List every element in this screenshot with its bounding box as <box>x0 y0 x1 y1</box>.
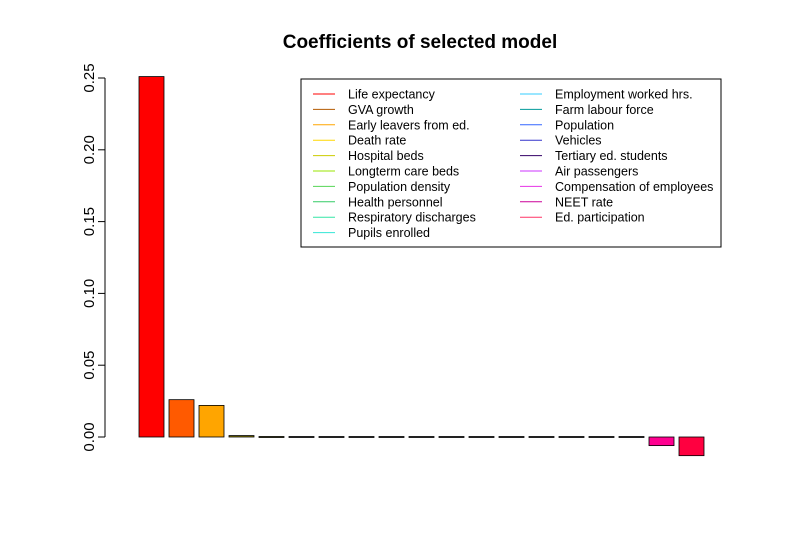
y-tick-label: 0.20 <box>81 135 98 164</box>
bar-air-passengers <box>588 436 615 438</box>
legend-entry: Population density <box>348 180 451 194</box>
bar-tertiary-ed-students <box>558 436 585 438</box>
legend-entry: Respiratory discharges <box>348 211 476 225</box>
bar-life-expectancy <box>138 76 165 438</box>
legend-entry: Tertiary ed. students <box>555 149 668 163</box>
legend-entry: Ed. participation <box>555 211 645 225</box>
bar-longterm-care-beds <box>288 436 315 438</box>
legend-entry: Longterm care beds <box>348 165 459 179</box>
bar-respiratory-discharges <box>378 436 405 438</box>
legend-entry: Death rate <box>348 134 406 148</box>
legend-box <box>300 78 722 248</box>
bar-employment-worked-hrs <box>438 436 465 438</box>
y-tick-label: 0.00 <box>81 422 98 451</box>
bar-death-rate <box>228 435 255 438</box>
legend-entry: GVA growth <box>348 103 414 117</box>
legend-entry: Pupils enrolled <box>348 226 430 240</box>
legend-entry: Air passengers <box>555 165 638 179</box>
bar-early-leavers-from-ed <box>198 405 225 438</box>
bar-compensation-of-employees <box>618 436 645 438</box>
y-tick-label: 0.25 <box>81 63 98 92</box>
chart-title: Coefficients of selected model <box>283 32 558 53</box>
y-tick-label: 0.15 <box>81 207 98 236</box>
legend-entry: Life expectancy <box>348 88 436 102</box>
legend-entry: Vehicles <box>555 134 602 148</box>
bar-population-density <box>318 436 345 438</box>
legend-entry: NEET rate <box>555 195 613 209</box>
bar-health-personnel <box>348 436 375 438</box>
legend-entry: Early leavers from ed. <box>348 118 470 132</box>
legend-entry: Population <box>555 118 614 132</box>
legend-entry: Health personnel <box>348 195 443 209</box>
bar-hospital-beds <box>258 436 285 438</box>
legend-entry: Farm labour force <box>555 103 654 117</box>
bar-vehicles <box>528 436 555 438</box>
legend-entry: Employment worked hrs. <box>555 88 693 102</box>
y-axis: 0.00 0.05 0.10 0.15 0.20 0.25 <box>81 63 106 452</box>
legend-entry: Hospital beds <box>348 149 424 163</box>
bar-neet-rate <box>648 436 675 447</box>
bar-ed-participation <box>678 436 705 457</box>
y-tick-label: 0.10 <box>81 279 98 308</box>
y-tick-label: 0.05 <box>81 351 98 380</box>
bar-population <box>498 436 525 438</box>
bar-pupils-enrolled <box>408 436 435 438</box>
bar-gva-growth <box>168 399 195 438</box>
bars <box>138 76 705 457</box>
bar-farm-labour-force <box>468 436 495 438</box>
legend-entry: Compensation of employees <box>555 180 713 194</box>
